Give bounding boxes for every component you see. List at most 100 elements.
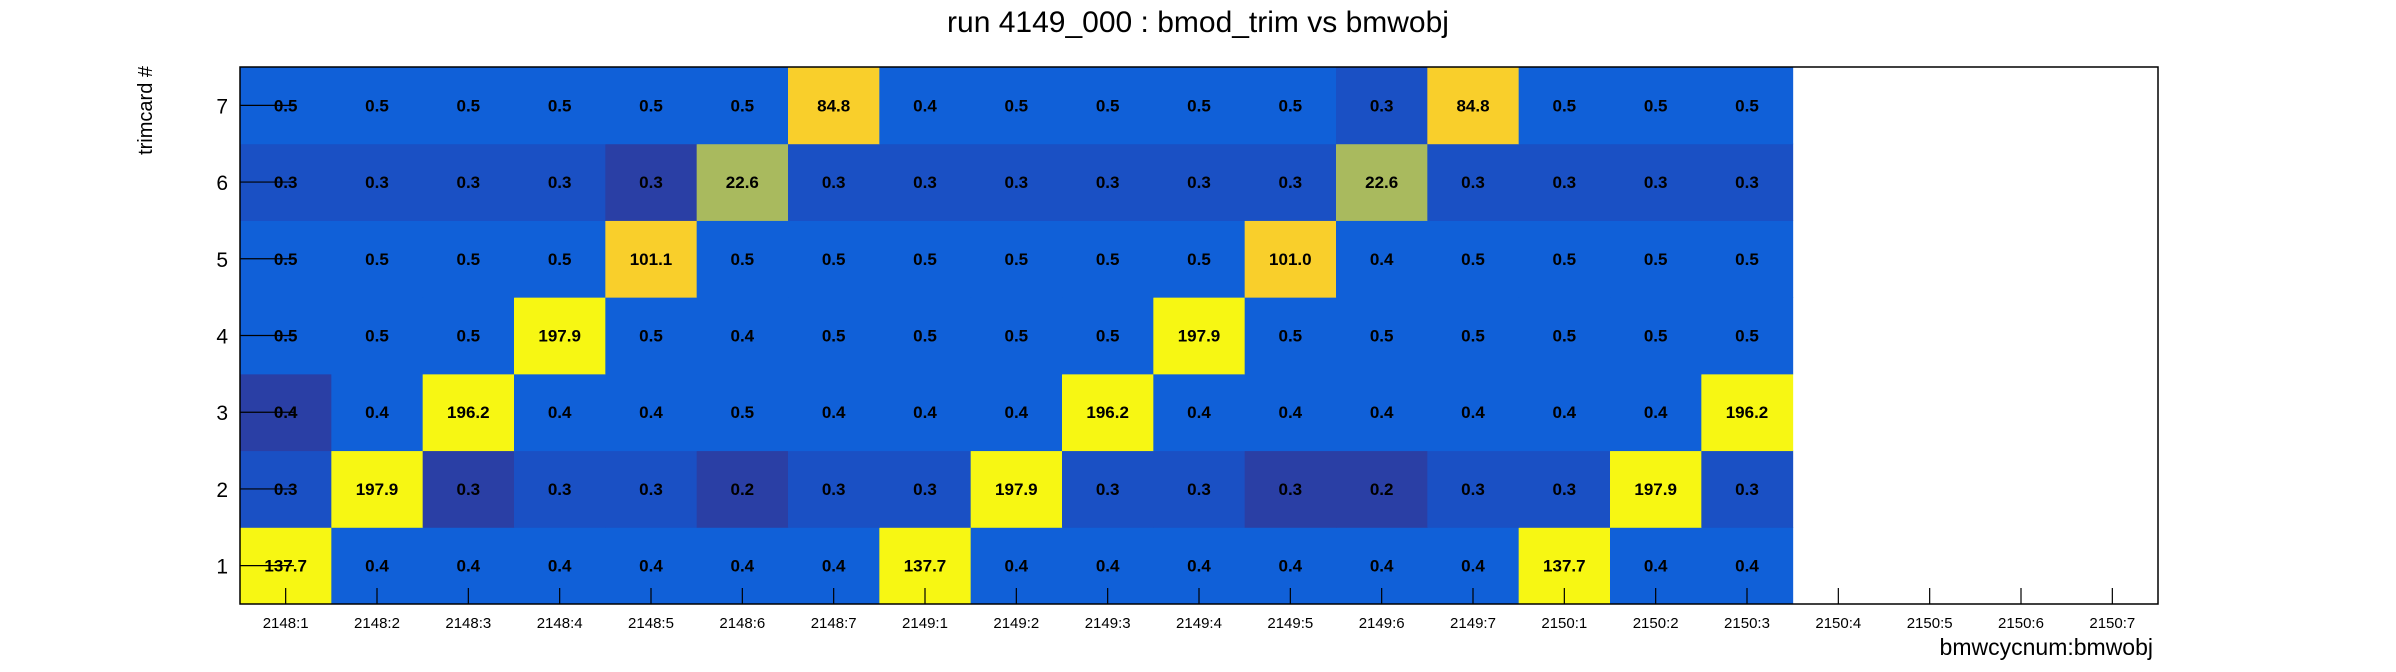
cell-value-label: 137.7 [1543,557,1586,576]
cell-value-label: 0.3 [913,480,937,499]
cell-value-label: 0.3 [822,480,846,499]
cell-value-label: 0.5 [1735,96,1759,115]
y-tick-label: 7 [216,95,228,118]
cell-value-label: 0.3 [822,173,846,192]
cell-value-label: 0.4 [1005,557,1029,576]
heatmap-cell [1244,143,1337,221]
cell-value-label: 0.4 [1644,557,1668,576]
cell-value-label: 101.1 [630,250,673,269]
cell-value-label: 0.3 [1096,173,1120,192]
heatmap-cell [1610,297,1702,375]
heatmap-cell [514,143,606,221]
cell-value-label: 0.5 [1553,96,1577,115]
cell-value-label: 0.4 [457,557,481,576]
heatmap-cell [422,450,515,528]
cell-value-label: 0.5 [1735,250,1759,269]
cell-value-label: 0.4 [1279,403,1303,422]
heatmap-cell [1701,297,1794,375]
cell-value-label: 0.5 [1096,250,1120,269]
cell-value-label: 0.4 [1005,403,1029,422]
heatmap-cell [514,450,606,528]
cell-value-label: 137.7 [904,557,947,576]
heatmap-cell [1153,143,1246,221]
x-tick-label: 2150:2 [1633,615,1679,632]
heatmap-cell [1701,373,1794,452]
heatmap-cell [788,297,880,375]
heatmap-cell [1062,143,1154,221]
y-tick-label: 6 [216,172,228,195]
cell-value-label: 0.4 [365,403,389,422]
heatmap-cell [1701,450,1794,528]
heatmap-cell [879,67,972,145]
cell-value-label: 0.3 [1735,480,1759,499]
heatmap-cell [1336,450,1428,528]
cell-value-label: 0.3 [548,480,572,499]
heatmap-cell [1336,220,1428,298]
heatmap-cell [1153,67,1246,145]
heatmap-cell [1336,143,1428,221]
cell-value-label: 0.3 [639,480,663,499]
cell-value-label: 0.5 [457,96,481,115]
cell-value-label: 0.5 [822,250,846,269]
heatmap-cell [1153,373,1246,452]
cell-value-label: 0.4 [1644,403,1668,422]
heatmap-cell [1610,373,1702,452]
cell-value-label: 0.5 [1370,327,1394,346]
cell-value-label: 0.5 [365,327,389,346]
cell-value-label: 197.9 [1178,327,1221,346]
heatmap-cell [1427,67,1520,145]
heatmap-cell [1153,220,1246,298]
y-tick-label: 3 [216,402,228,425]
heatmap-cell [331,220,424,298]
cell-value-label: 196.2 [1726,403,1769,422]
heatmap-cell [422,143,515,221]
x-tick-label: 2148:4 [537,615,583,632]
heatmap-cell [1062,297,1154,375]
cell-value-label: 197.9 [356,480,399,499]
cell-value-label: 0.3 [1187,480,1211,499]
heatmap-cell [1701,143,1794,221]
cell-value-label: 0.5 [1005,250,1029,269]
cell-value-label: 22.6 [1365,173,1398,192]
cell-value-label: 0.2 [1370,480,1394,499]
heatmap-cell [1244,373,1337,452]
heatmap-cell [1427,450,1520,528]
x-tick-label: 2149:2 [993,615,1039,632]
heatmap-cell [1336,67,1428,145]
cell-value-label: 0.3 [1005,173,1029,192]
cell-value-label: 0.3 [1553,480,1577,499]
heatmap-cell [1518,67,1611,145]
heatmap-cell [1427,143,1520,221]
heatmap-cell [331,297,424,375]
heatmap-cell [696,297,789,375]
y-tick-label: 1 [216,556,228,579]
cell-value-label: 0.5 [731,403,755,422]
heatmap-cell [1062,373,1154,452]
x-tick-label: 2149:6 [1359,615,1405,632]
cell-value-label: 0.5 [457,250,481,269]
cell-value-label: 0.3 [913,173,937,192]
cell-value-label: 84.8 [1456,96,1489,115]
cell-value-label: 0.5 [731,96,755,115]
heatmap-cell [970,297,1063,375]
heatmap-cell [1153,450,1246,528]
heatmap-cell [331,67,424,145]
cell-value-label: 197.9 [995,480,1038,499]
heatmap-cell [788,220,880,298]
x-tick-label: 2148:6 [719,615,765,632]
x-tick-label: 2148:1 [263,615,309,632]
x-axis-ticks: 2148:1 2148:2 2148:3 2148:4 2148:5 2148:6 2148… [263,588,2135,632]
heatmap-cell [1062,450,1154,528]
cell-value-label: 0.5 [457,327,481,346]
cell-value-label: 0.5 [1644,327,1668,346]
heatmap-cell [605,297,698,375]
cell-value-label: 0.3 [1096,480,1120,499]
cell-value-label: 0.3 [1370,96,1394,115]
cell-value-label: 0.5 [1096,96,1120,115]
x-tick-label: 2149:4 [1176,615,1222,632]
cell-value-label: 0.4 [913,96,937,115]
cell-value-label: 0.3 [1461,173,1485,192]
heatmap-cell [879,373,972,452]
heatmap-cell [1336,297,1428,375]
cell-value-label: 0.2 [731,480,755,499]
